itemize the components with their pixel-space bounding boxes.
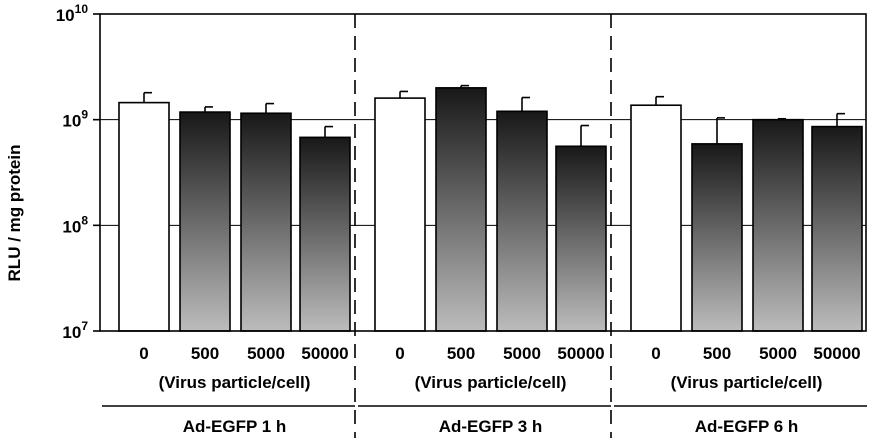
group-label: Ad-EGFP 3 h bbox=[439, 417, 543, 436]
y-tick-label: 108 bbox=[62, 213, 88, 236]
y-axis-label: RLU / mg protein bbox=[5, 145, 24, 282]
group-sublabel: (Virus particle/cell) bbox=[671, 373, 823, 392]
y-tick-label: 109 bbox=[62, 108, 88, 131]
plot-frame bbox=[99, 13, 867, 438]
plot-border bbox=[99, 13, 867, 332]
bar bbox=[630, 104, 682, 332]
x-axis: 0 500 5000 50000(Virus particle/cell)Ad-EGF… bbox=[102, 344, 867, 436]
bar bbox=[240, 112, 292, 332]
x-tick-label: 0 bbox=[395, 344, 404, 363]
y-axis: 107 108 109 1010 bbox=[56, 2, 100, 342]
group-sublabel: (Virus particle/cell) bbox=[159, 373, 311, 392]
bar bbox=[811, 125, 863, 332]
x-tick-label: 500 bbox=[703, 344, 731, 363]
y-tick-label: 1010 bbox=[56, 2, 89, 25]
x-tick-label: 50000 bbox=[813, 344, 860, 363]
bar bbox=[752, 118, 804, 332]
x-tick-label: 5000 bbox=[759, 344, 797, 363]
x-tick-label: 50000 bbox=[301, 344, 348, 363]
group-label: Ad-EGFP 6 h bbox=[695, 417, 799, 436]
x-tick-label: 50000 bbox=[557, 344, 604, 363]
bar bbox=[435, 87, 487, 332]
x-tick-label: 500 bbox=[447, 344, 475, 363]
bars bbox=[118, 84, 863, 332]
bar bbox=[118, 101, 170, 332]
bar bbox=[179, 111, 231, 332]
bar bbox=[691, 143, 743, 332]
x-tick-label: 0 bbox=[139, 344, 148, 363]
x-tick-label: 5000 bbox=[503, 344, 541, 363]
x-tick-label: 5000 bbox=[247, 344, 285, 363]
group-label: Ad-EGFP 1 h bbox=[183, 417, 287, 436]
x-tick-label: 500 bbox=[191, 344, 219, 363]
x-tick-label: 0 bbox=[651, 344, 660, 363]
bar bbox=[496, 110, 548, 332]
bar bbox=[299, 136, 351, 332]
y-tick-label: 107 bbox=[62, 319, 88, 342]
bar bbox=[555, 145, 607, 332]
group-sublabel: (Virus particle/cell) bbox=[415, 373, 567, 392]
bar bbox=[374, 97, 426, 332]
